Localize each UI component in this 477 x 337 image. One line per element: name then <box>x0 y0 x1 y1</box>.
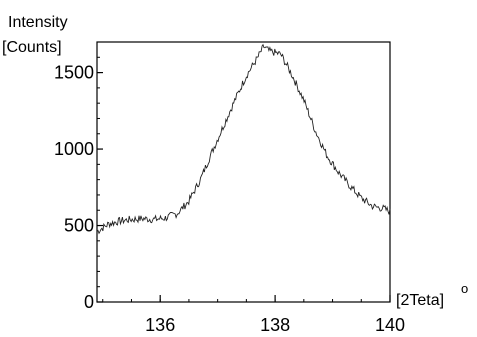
x-tick-label: 140 <box>375 315 405 335</box>
y-axis-label-line1: Intensity <box>8 14 68 31</box>
x-tick-label: 138 <box>260 315 290 335</box>
plot-frame <box>96 41 391 303</box>
x-axis-label: [2Teta] <box>396 292 444 309</box>
chart-plot-area <box>96 43 391 235</box>
x-axis-label-superscript: o <box>461 281 468 296</box>
x-tick-label: 136 <box>145 315 175 335</box>
chart-ticks: 0 500 1000 1500 136 138 140 <box>54 41 405 335</box>
chart-axes <box>96 41 391 303</box>
y-axis-label-line2: [Counts] <box>2 39 62 56</box>
y-tick-label: 1500 <box>54 63 94 83</box>
y-tick-label: 0 <box>84 292 94 312</box>
intensity-series-line <box>96 43 391 235</box>
y-tick-label: 1000 <box>54 139 94 159</box>
y-tick-label: 500 <box>64 216 94 236</box>
